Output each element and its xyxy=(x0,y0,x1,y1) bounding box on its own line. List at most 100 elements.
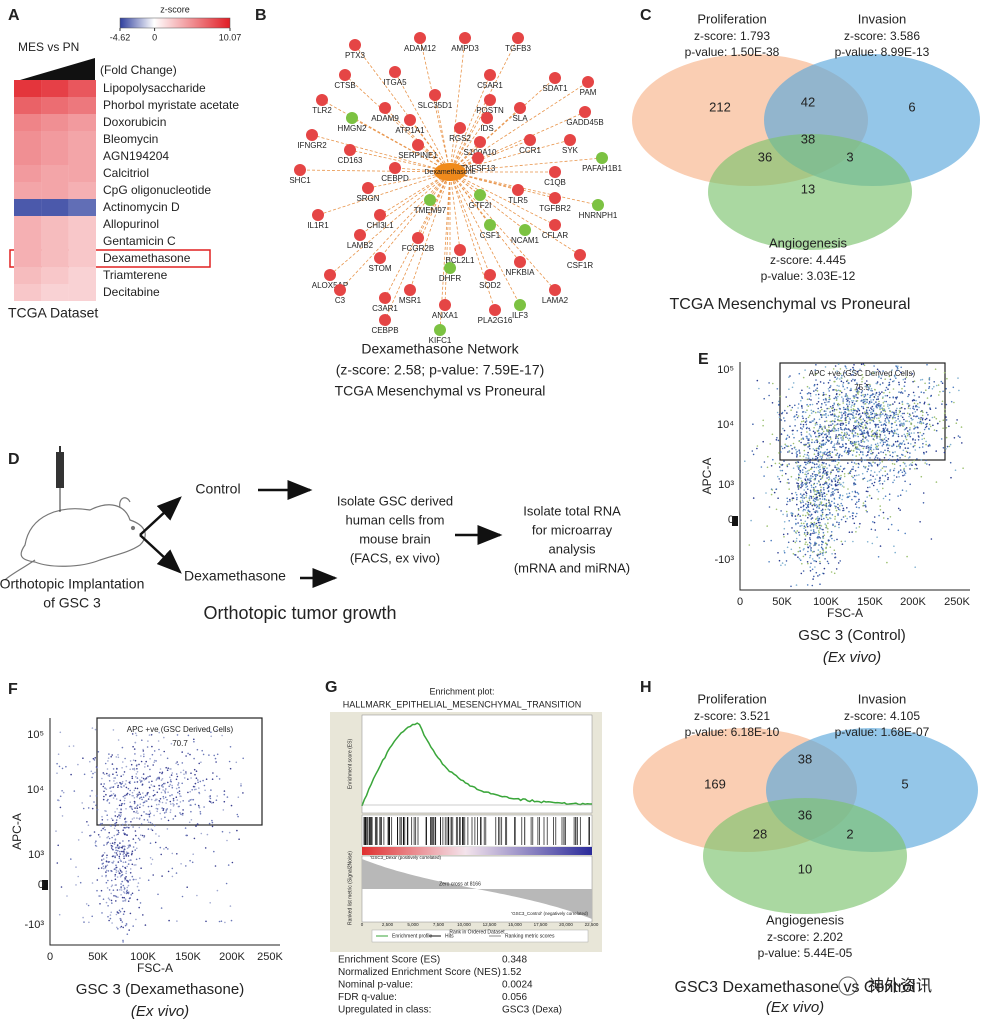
event-dot xyxy=(806,385,809,388)
event-dot xyxy=(115,866,118,869)
event-dot xyxy=(798,558,801,560)
event-dot xyxy=(876,368,879,371)
event-dot xyxy=(851,490,854,493)
event-dot xyxy=(124,822,127,824)
event-dot xyxy=(114,839,117,841)
event-dot xyxy=(116,829,118,831)
event-dot xyxy=(869,418,871,420)
event-dot xyxy=(887,388,889,391)
event-dot xyxy=(119,926,122,929)
event-dot xyxy=(822,572,825,575)
event-dot xyxy=(809,461,811,464)
event-dot xyxy=(799,493,802,495)
event-dot xyxy=(862,401,865,404)
event-dot xyxy=(813,483,815,486)
event-dot xyxy=(820,457,823,460)
event-dot xyxy=(824,465,826,468)
event-dot xyxy=(910,417,912,420)
event-dot xyxy=(111,884,114,886)
event-dot xyxy=(227,864,230,866)
event-dot xyxy=(902,449,905,452)
event-dot xyxy=(809,566,811,568)
event-dot xyxy=(176,853,178,855)
event-dot xyxy=(868,494,871,497)
event-dot xyxy=(786,434,789,437)
event-dot xyxy=(852,412,854,414)
event-dot xyxy=(144,763,146,765)
event-dot xyxy=(917,426,919,429)
event-dot xyxy=(834,376,836,379)
event-dot xyxy=(874,462,876,464)
event-dot xyxy=(856,389,859,391)
event-dot xyxy=(878,470,881,473)
event-dot xyxy=(872,416,874,419)
event-dot xyxy=(884,441,886,444)
event-dot xyxy=(871,419,873,421)
event-dot xyxy=(933,385,935,388)
event-dot xyxy=(119,824,121,827)
event-dot xyxy=(159,846,162,849)
event-dot xyxy=(854,427,857,430)
event-dot xyxy=(822,528,824,531)
event-dot xyxy=(809,503,812,505)
event-dot xyxy=(892,481,894,484)
event-dot xyxy=(870,431,873,433)
event-dot xyxy=(904,532,906,535)
event-dot xyxy=(835,509,838,512)
event-dot xyxy=(795,478,797,480)
event-dot xyxy=(873,416,876,418)
event-dot xyxy=(895,424,898,427)
event-dot xyxy=(919,422,921,424)
event-dot xyxy=(876,457,879,459)
event-dot xyxy=(117,870,120,872)
colorbar-title: z-score xyxy=(160,4,190,14)
event-dot xyxy=(794,425,796,427)
heatmap-cell xyxy=(41,233,69,250)
event-dot xyxy=(830,471,832,474)
event-dot xyxy=(116,768,118,770)
event-dot xyxy=(117,850,119,852)
event-dot xyxy=(839,408,841,410)
event-dot xyxy=(812,410,815,413)
event-dot xyxy=(827,513,829,516)
event-dot xyxy=(134,801,136,803)
event-dot xyxy=(129,879,131,881)
event-dot xyxy=(813,489,816,491)
caption: Dexamethasone Network xyxy=(361,341,519,357)
event-dot xyxy=(802,555,805,558)
event-dot xyxy=(912,438,914,441)
event-dot xyxy=(823,410,826,412)
event-dot xyxy=(90,834,92,837)
event-dot xyxy=(166,769,169,771)
event-dot xyxy=(170,768,172,770)
event-dot xyxy=(847,407,849,409)
event-dot xyxy=(848,510,850,513)
event-dot xyxy=(126,879,128,882)
event-dot xyxy=(172,818,175,820)
event-dot xyxy=(917,431,919,434)
event-dot xyxy=(114,795,116,797)
node-label: CCR1 xyxy=(519,146,541,155)
event-dot xyxy=(841,543,844,545)
event-dot xyxy=(851,498,853,501)
event-dot xyxy=(799,427,802,429)
event-dot xyxy=(778,478,780,480)
event-dot xyxy=(851,399,853,402)
event-dot xyxy=(884,475,887,477)
row-label: Actinomycin D xyxy=(103,200,180,214)
event-dot xyxy=(125,821,128,823)
event-dot xyxy=(908,420,911,423)
edge xyxy=(449,139,571,173)
event-dot xyxy=(814,544,816,546)
event-dot xyxy=(910,422,912,424)
event-dot xyxy=(801,469,804,471)
edge xyxy=(449,171,461,251)
event-dot xyxy=(909,435,912,438)
event-dot xyxy=(878,429,881,432)
event-dot xyxy=(797,407,799,409)
event-dot xyxy=(828,407,830,410)
event-dot xyxy=(127,881,129,883)
event-dot xyxy=(880,404,882,406)
event-dot xyxy=(812,524,815,526)
event-dot xyxy=(852,449,855,452)
